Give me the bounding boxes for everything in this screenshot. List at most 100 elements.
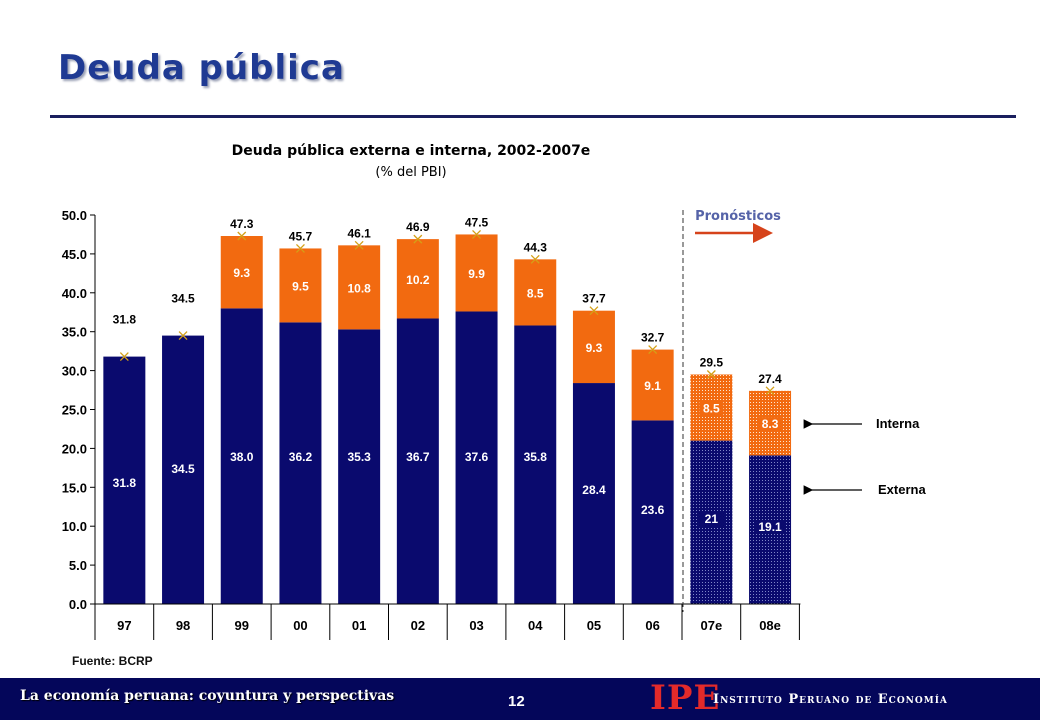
- x-tick-label: 02: [411, 618, 425, 633]
- y-tick-label: 15.0: [62, 480, 87, 495]
- source-note: Fuente: BCRP: [72, 654, 153, 668]
- total-label: 46.9: [406, 220, 430, 234]
- total-marker: [178, 331, 188, 341]
- bar-externa: [455, 311, 498, 604]
- data-label-externa: 36.7: [406, 450, 430, 464]
- legend-label-externa: Externa: [878, 482, 926, 497]
- data-label-externa: 21: [705, 512, 719, 526]
- total-label: 47.5: [465, 215, 489, 229]
- data-label-externa: 38.0: [230, 450, 254, 464]
- total-marker: [413, 234, 423, 244]
- total-marker: [648, 345, 658, 355]
- data-label-interna: 8.5: [527, 286, 544, 300]
- y-axis: 50.0 45.0 40.0 35.0 30.0 25.0 20.0 15.0 10.0 5.0 0…: [62, 208, 96, 612]
- total-label: 37.7: [582, 292, 606, 306]
- x-tick-label: 97: [117, 618, 131, 633]
- footer-presentation-title: La economía peruana: coyuntura y perspec…: [20, 688, 395, 704]
- data-label-externa: 36.2: [289, 450, 313, 464]
- total-marker: [237, 231, 247, 241]
- total-label: 27.4: [758, 372, 782, 386]
- data-label-interna: 9.3: [586, 341, 603, 355]
- label-backdrop: [697, 512, 726, 526]
- total-label: 32.7: [641, 331, 665, 345]
- data-label-externa: 23.6: [641, 503, 665, 517]
- x-tick-label: 03: [469, 618, 483, 633]
- bar-interna: [572, 310, 615, 384]
- x-tick-label: 01: [352, 618, 366, 633]
- x-tick-label: 07e: [700, 618, 722, 633]
- x-axis: 97 98 99 00 01 02 03 04 05 06 07e 08e: [94, 603, 801, 640]
- total-label: 47.3: [230, 217, 254, 231]
- bar-interna: [455, 234, 498, 312]
- bar-externa: [572, 383, 615, 604]
- ipe-logo: IPE: [650, 678, 721, 718]
- footer-bar: La economía peruana: coyuntura y perspec…: [0, 678, 1040, 720]
- data-label-interna: 9.1: [644, 379, 661, 393]
- bar-externa: [631, 420, 674, 604]
- bar-externa: [162, 335, 205, 604]
- data-label-externa: 28.4: [582, 483, 606, 497]
- data-label-interna: 10.2: [406, 273, 430, 287]
- total-marker: [295, 243, 305, 253]
- x-tick-label: 06: [645, 618, 659, 633]
- label-backdrop: [756, 520, 785, 534]
- x-tick-label: 04: [528, 618, 543, 633]
- bar-externa: [396, 318, 439, 604]
- data-label-externa: 19.1: [758, 520, 782, 534]
- bar-interna: [338, 245, 381, 330]
- bars: 31.8 31.8 34.5 34.5 38.0 9.3 47.3 36.2 9.5 45.7 35…: [103, 215, 792, 604]
- y-tick-label: 30.0: [62, 364, 87, 379]
- total-label: 45.7: [289, 229, 313, 243]
- total-marker: [706, 370, 716, 379]
- y-tick-label: 40.0: [62, 286, 87, 301]
- data-label-interna: 8.3: [762, 417, 779, 431]
- data-label-interna: 9.3: [233, 266, 250, 280]
- organization-name: Instituto Peruano de Economía: [713, 692, 948, 707]
- y-tick-label: 35.0: [62, 325, 87, 340]
- bar-externa: [220, 308, 263, 604]
- bar-interna: [514, 259, 557, 326]
- y-tick-label: 0.0: [69, 597, 87, 612]
- bar-externa: [103, 356, 146, 604]
- page-number: 12: [508, 693, 525, 710]
- total-label: 31.8: [113, 313, 137, 327]
- x-tick-label: 99: [235, 618, 249, 633]
- chart-subtitle: (% del PBI): [375, 165, 446, 180]
- data-label-externa: 34.5: [171, 462, 195, 476]
- data-label-interna: 9.9: [468, 267, 485, 281]
- total-label: 44.3: [524, 240, 548, 254]
- bar-externa: [338, 329, 381, 604]
- title-divider: [50, 115, 1016, 118]
- label-backdrop: [758, 417, 783, 432]
- x-tick-label: 05: [587, 618, 601, 633]
- total-marker: [119, 352, 129, 362]
- total-marker: [354, 240, 364, 250]
- total-label: 34.5: [171, 292, 195, 306]
- forecast-label: Pronósticos: [695, 209, 781, 224]
- total-marker: [765, 386, 775, 396]
- total-label: 46.1: [347, 226, 371, 240]
- data-label-interna: 10.8: [347, 281, 371, 295]
- data-label-externa: 31.8: [113, 476, 137, 490]
- label-backdrop: [699, 401, 724, 416]
- total-label: 29.5: [700, 355, 724, 369]
- x-tick-label: 98: [176, 618, 190, 633]
- bar-interna: [396, 239, 439, 319]
- y-tick-label: 45.0: [62, 247, 87, 262]
- y-tick-label: 5.0: [69, 558, 87, 573]
- y-tick-label: 10.0: [62, 519, 87, 534]
- total-marker: [472, 229, 482, 239]
- data-label-interna: 9.5: [292, 279, 309, 293]
- slide-title: Deuda pública: [58, 48, 345, 88]
- total-marker: [530, 254, 540, 264]
- x-tick-label: 08e: [759, 618, 781, 633]
- data-label-externa: 35.3: [347, 450, 371, 464]
- total-marker: [589, 306, 599, 316]
- data-label-interna: 8.5: [703, 402, 720, 416]
- bar-interna: [220, 236, 263, 309]
- bar-interna: [279, 248, 322, 323]
- data-label-externa: 35.8: [524, 450, 548, 464]
- bar-interna: [631, 349, 674, 421]
- legend-label-interna: Interna: [876, 416, 920, 431]
